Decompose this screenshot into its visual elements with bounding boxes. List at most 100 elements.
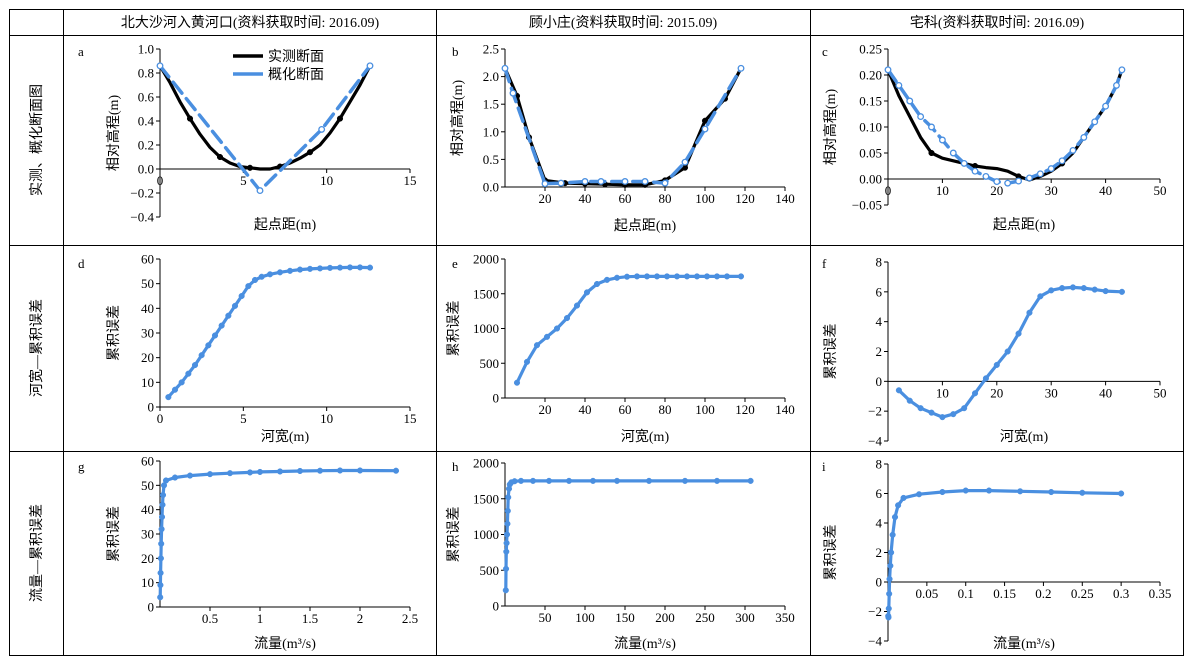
series-point [693, 273, 701, 280]
series-point [613, 477, 621, 484]
series-point [982, 375, 989, 382]
y-tick-label: 0.0 [483, 180, 499, 195]
x-tick-label: 80 [659, 191, 672, 206]
x-tick-label: 120 [735, 191, 755, 206]
y-tick-label: −0.4 [130, 210, 154, 225]
series-point [513, 379, 521, 386]
y-tick-label: 0.00 [859, 172, 882, 187]
series-point [961, 405, 968, 412]
series-point [156, 62, 164, 70]
y-tick-label: 4 [876, 314, 883, 329]
x-tick-label: 20 [990, 385, 1003, 400]
series-point [703, 273, 711, 280]
series-point [366, 264, 374, 271]
panel-letter: b [452, 44, 459, 59]
panel-a: −0.4 −0.2 0.0 0.2 0.4 0.6 0.8 1.0 0 5 10 15 a 起点距(m) 相… [78, 42, 417, 234]
series-point [581, 178, 589, 185]
x-axis-label: 起点距(m) [993, 217, 1056, 233]
series-point [895, 502, 902, 509]
x-tick-label: 50 [1154, 183, 1167, 198]
x-tick-label: 20 [539, 191, 552, 206]
series-point [557, 179, 565, 187]
series-point [884, 66, 892, 74]
x-tick-label: 100 [695, 191, 715, 206]
series-line-1 [504, 479, 753, 592]
series-point [1118, 490, 1125, 497]
series-point [392, 467, 400, 474]
series-point [737, 273, 745, 280]
series-point [1004, 348, 1011, 355]
x-tick-label: 40 [1099, 183, 1112, 198]
y-tick-label: 2000 [473, 456, 499, 471]
series-point [887, 562, 894, 569]
x-tick-label: 0.25 [1071, 586, 1094, 601]
col-header-2: 顾小庄(资料获取时间: 2015.09) [529, 14, 718, 31]
series-point [1118, 66, 1126, 74]
y-tick-label: −2 [868, 604, 882, 619]
y-axis-label: 累积误差 [446, 507, 462, 563]
series-point [256, 468, 264, 476]
series-point [886, 576, 893, 583]
x-axis-label: 流量(m³/s) [254, 636, 316, 652]
y-axis-label: 相对高程(m) [449, 80, 466, 157]
series-point [543, 333, 551, 340]
series-point [211, 332, 219, 339]
series-point [641, 178, 649, 185]
series-line-1 [166, 265, 372, 399]
x-tick-label: 1 [257, 611, 264, 626]
series-point [960, 159, 968, 167]
panel-letter: e [452, 256, 458, 271]
series-point [503, 531, 511, 538]
x-axis-label: 起点距(m) [614, 218, 677, 234]
series-point [157, 594, 164, 601]
x-tick-label: 0 [157, 173, 164, 188]
series-point [673, 273, 681, 280]
series-point [206, 471, 214, 478]
series-point [238, 292, 245, 300]
series-point [589, 477, 597, 484]
col-header-1: 北大沙河入黄河口(资料获取时间: 2016.09) [121, 14, 380, 31]
series-point [895, 387, 902, 394]
panel-letter: f [822, 256, 827, 271]
series-point [737, 64, 745, 72]
x-tick-label: 2 [357, 611, 364, 626]
series-point [501, 64, 509, 72]
y-tick-label: 0.6 [138, 90, 155, 105]
series-point [356, 467, 364, 474]
series-point [1079, 489, 1086, 496]
y-tick-label: 2 [876, 545, 883, 560]
y-axis-label: 累积误差 [106, 305, 122, 361]
series-point [900, 494, 907, 501]
x-tick-label: 140 [775, 402, 795, 417]
x-axis-label: 河宽(m) [1000, 428, 1049, 445]
series-point [529, 477, 537, 484]
series-point [597, 178, 605, 185]
table-grid [9, 9, 1184, 656]
series-point [346, 264, 354, 271]
series-point [1102, 102, 1110, 110]
y-tick-label: 0 [876, 575, 883, 590]
series-point [157, 555, 164, 562]
series-point [747, 477, 754, 484]
series-point [1037, 293, 1044, 300]
series-point [504, 507, 511, 514]
series-point [326, 264, 334, 271]
series-point [218, 322, 225, 329]
series-point [502, 587, 509, 594]
series-point [318, 125, 326, 133]
series-point [316, 265, 324, 272]
x-tick-label: 40 [579, 191, 592, 206]
x-tick-label: 100 [695, 402, 715, 417]
series-point [653, 273, 661, 280]
x-tick-label: 5 [240, 173, 247, 188]
y-tick-label: 0 [493, 599, 500, 614]
y-tick-label: 6 [876, 284, 883, 299]
series-point [1091, 286, 1098, 293]
y-tick-label: 0.0 [138, 162, 154, 177]
x-tick-label: 140 [775, 191, 795, 206]
series-line-1 [515, 274, 743, 385]
series-point [246, 469, 254, 476]
series-point [603, 276, 611, 283]
series-point [502, 565, 510, 572]
series-point [306, 149, 314, 156]
